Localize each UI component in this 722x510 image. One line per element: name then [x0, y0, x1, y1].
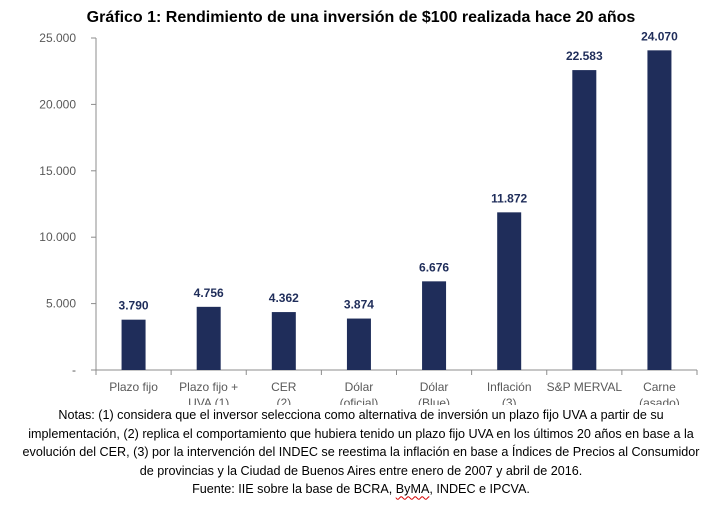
y-tick-label: 5.000: [46, 297, 76, 311]
y-tick-label: 25.000: [39, 31, 76, 45]
source-line: Fuente: IIE sobre la base de BCRA, ByMA,…: [14, 480, 708, 499]
source-suffix: , INDEC e IPCVA.: [429, 482, 530, 497]
bar-chart: - 5.000 10.000 15.000 20.000 25.000 3.790 4.75…: [39, 29, 698, 405]
chart-title: Gráfico 1: Rendimiento de una inversión …: [86, 9, 636, 26]
category-label: Plazo fijo +: [179, 380, 238, 394]
notes-text: Notas: (1) considera que el inversor sel…: [22, 408, 700, 478]
bar-value-label: 24.070: [641, 29, 678, 43]
category-label: (asado): [639, 396, 680, 405]
category-label: Carne: [643, 380, 676, 394]
y-tick-label: -: [72, 363, 76, 377]
category-label: (Blue): [418, 396, 450, 405]
y-tick-label: 15.000: [39, 164, 76, 178]
source-prefix: Fuente: IIE sobre la base de BCRA,: [192, 482, 396, 497]
x-axis: [95, 369, 698, 375]
bar: [196, 306, 221, 370]
y-axis: - 5.000 10.000 15.000 20.000 25.000: [39, 31, 97, 377]
bar-value-label: 22.583: [566, 49, 603, 63]
category-label: CER: [271, 380, 297, 394]
bar-value-label: 11.872: [491, 191, 527, 205]
category-label: UVA (1): [188, 396, 229, 405]
bar: [497, 212, 522, 370]
chart-notes: Notas: (1) considera que el inversor sel…: [14, 406, 708, 499]
category-label: (3): [502, 396, 517, 405]
y-tick-label: 20.000: [39, 97, 76, 111]
category-label: Dólar: [420, 380, 449, 394]
category-label: Dólar: [345, 380, 374, 394]
bar: [271, 312, 296, 370]
bars: [121, 50, 672, 370]
category-label: (oficial): [340, 396, 379, 405]
bar: [647, 50, 672, 370]
bar: [572, 70, 597, 370]
category-label: Plazo fijo: [109, 380, 158, 394]
bar-value-label: 3.790: [119, 299, 149, 313]
bar-value-label: 6.676: [419, 260, 449, 274]
category-label: (2): [276, 396, 291, 405]
y-tick-label: 10.000: [39, 230, 76, 244]
bar: [121, 319, 146, 370]
source-flagged-word: ByMA: [395, 482, 430, 497]
bar-value-label: 3.874: [344, 298, 374, 312]
category-labels: Plazo fijo Plazo fijo + UVA (1) CER (2) Dólar…: [109, 380, 680, 405]
bar-value-label: 4.362: [269, 291, 299, 305]
data-labels: 3.790 4.756 4.362 3.874 6.676 11.872 22.583 24.…: [119, 29, 679, 312]
bar: [346, 318, 371, 370]
bar: [422, 281, 447, 370]
bar-value-label: 4.756: [194, 286, 224, 300]
category-label: Inflación: [487, 380, 532, 394]
category-label: S&P MERVAL: [547, 380, 623, 394]
